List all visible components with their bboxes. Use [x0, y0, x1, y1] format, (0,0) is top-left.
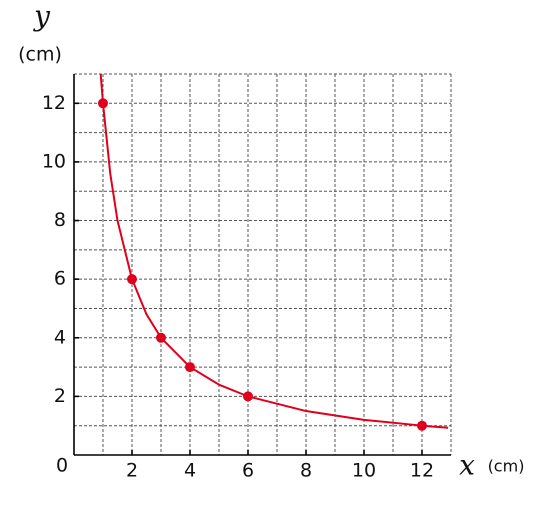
- point: [156, 332, 166, 343]
- x-tick-label: 2: [126, 460, 138, 482]
- point: [417, 420, 427, 431]
- x-tick-label: 10: [352, 460, 376, 482]
- y-tick-label: 10: [42, 150, 66, 172]
- point: [243, 391, 253, 402]
- y-axis-label: y: [32, 0, 51, 33]
- x-tick-label: 8: [300, 460, 312, 482]
- y-tick-label: 6: [54, 268, 66, 290]
- x-tick-label: 6: [242, 460, 254, 482]
- y-tick-label: 4: [54, 326, 66, 348]
- y-tick-label: 12: [42, 92, 66, 114]
- point: [127, 274, 137, 285]
- origin-label: 0: [56, 455, 68, 477]
- x-axis-label: x: [459, 449, 475, 482]
- x-tick-label: 4: [184, 460, 196, 482]
- y-tick-label: 2: [54, 385, 66, 407]
- point: [98, 98, 108, 109]
- x-tick-label: 12: [410, 460, 434, 482]
- curve: [99, 73, 449, 429]
- point: [185, 362, 195, 373]
- y-tick-label: 8: [54, 209, 66, 231]
- y-axis-unit: (cm): [18, 44, 62, 66]
- x-axis-unit: (cm): [488, 457, 525, 476]
